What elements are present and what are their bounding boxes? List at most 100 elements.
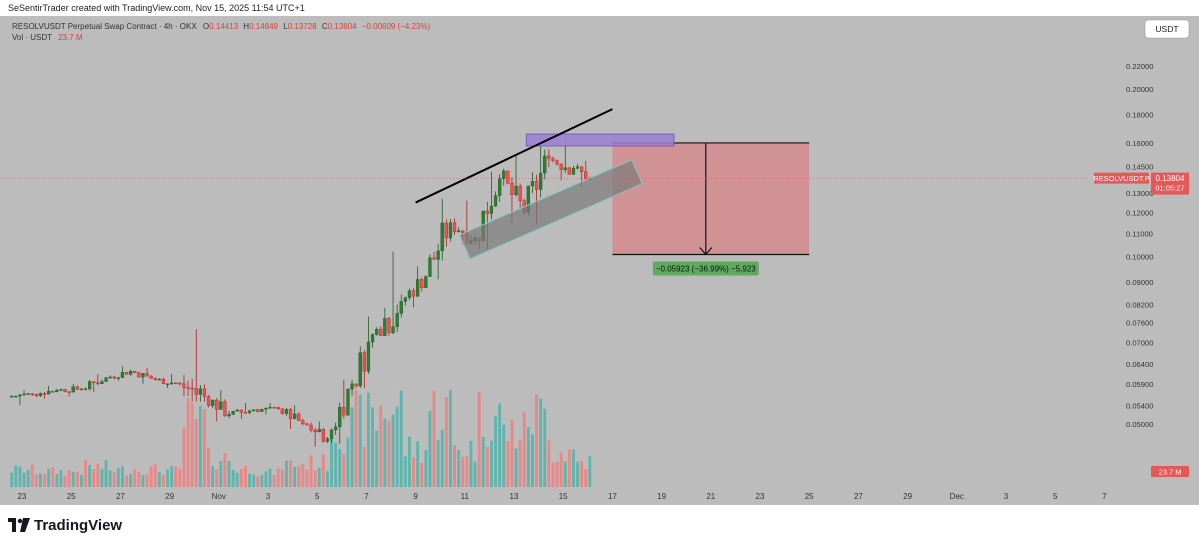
candle-body [411,290,416,297]
time-axis[interactable]: 23 25 27 29 Nov 3 5 7 9 11 13 15 17 19 21 23 25 27 29 Dec 3 5… [18,492,1108,501]
currency-button[interactable]: USDT [1144,19,1190,39]
volume-bar [256,476,260,487]
candle-body [325,438,330,442]
candle-body [559,163,563,170]
candle-body [104,377,108,382]
time-tick-label: 7 [1102,492,1107,501]
volume-bar [231,469,235,487]
tradingview-wordmark: TradingView [34,516,123,534]
candle-body [157,378,161,381]
candle-body [149,375,153,379]
candle-body [256,409,260,412]
candle-body [14,395,18,398]
volume-bar [260,474,264,487]
candle-body [284,409,289,414]
volume-bar [436,439,440,487]
time-tick-label: 27 [854,492,863,501]
volume-bar [297,465,301,487]
volume-bar [162,475,165,487]
candle-body [452,222,457,233]
candle-body [170,382,174,385]
candle-body [59,389,63,391]
measure-label[interactable]: −0.05923 (−36.99%) −5,923 [652,261,759,276]
drawings[interactable] [415,108,810,260]
price-tick-label: 0.08200 [1126,300,1153,309]
volume-bar [494,416,497,487]
volume-bar [326,471,329,487]
volume-bar [514,448,518,487]
volume-bar [346,437,350,487]
volume-bar [416,441,420,487]
candle-body [133,370,137,373]
volume-bar [227,460,231,487]
candle-body [358,352,362,387]
candle-body [79,388,84,391]
volume-bar [375,430,379,487]
volume-bar [551,462,555,487]
volume-bar [268,468,272,487]
price-tick-label: 0.05900 [1126,380,1153,389]
tradingview-logo[interactable]: TradingView [8,515,122,535]
time-tick-label: 29 [165,492,174,501]
volume-bar [490,440,493,487]
volume-bar [387,420,391,487]
time-tick-label: Dec [950,492,964,501]
candle-body [47,391,51,395]
time-tick-label: 27 [116,492,125,501]
candle-body [489,205,494,214]
candle-body [165,383,170,386]
volume-bar [121,466,124,487]
candle-body [424,276,428,289]
price-axis[interactable]: 0.22000 0.20000 0.18000 0.16000 0.14500 0.130… [1126,62,1153,429]
candle-body [116,377,120,379]
price-tick-label: 0.06400 [1126,360,1153,369]
candle-body [108,376,112,379]
volume-bar [39,473,42,487]
chart-credit-bar: SeSentirTrader created with TradingView.… [0,0,1199,16]
candle-body [555,160,559,165]
volume-bar [174,466,178,487]
volume-bar [186,398,190,487]
candle-body [498,178,502,196]
volume-bar [408,436,411,487]
price-tick-label: 0.22000 [1126,62,1153,71]
volume-badge-value: 23.7 M [1159,468,1182,477]
volume-bar [84,460,87,487]
candle-body [215,399,219,410]
candle-body [416,279,420,297]
volume-bar [51,467,55,487]
measure-label-text: −0.05923 (−36.99%) −5,923 [656,265,756,274]
time-tick-label: 15 [559,492,568,501]
candle-body [383,318,387,336]
volume-bar [305,469,309,487]
time-tick-label: 25 [67,492,76,501]
candle-body [506,170,510,184]
volume-bar [88,465,92,487]
candle-body [571,167,576,175]
chart-credit-text: SeSentirTrader created with TradingView.… [8,3,305,13]
candle-body [436,250,440,260]
candle-body [75,386,79,390]
candle-body [551,158,555,161]
candle-body [301,420,305,425]
volume-bar [248,473,251,487]
volume-bar [59,470,63,487]
last-price-value: 0.13804 [1156,174,1185,183]
legend-high: 0.14849 [249,22,278,31]
candle-body [239,409,243,413]
volume-bar [485,446,489,487]
volume-bars [10,389,592,487]
volume-bar [71,471,75,487]
price-tick-label: 0.05400 [1126,401,1153,410]
candle-body [18,394,22,397]
volume-bar [367,392,370,487]
volume-bar [190,403,194,487]
candle-body [297,413,301,421]
symbol-badge: RESOLVUSDT.P [1093,174,1150,183]
volume-bar [194,419,198,487]
candle-body [575,166,580,169]
price-tick-label: 0.05000 [1126,420,1153,429]
candle-body [276,407,280,410]
volume-bar [563,461,567,487]
price-chart[interactable]: RESOLVUSDT Perpetual Swap Contract · 4h … [0,16,1199,505]
